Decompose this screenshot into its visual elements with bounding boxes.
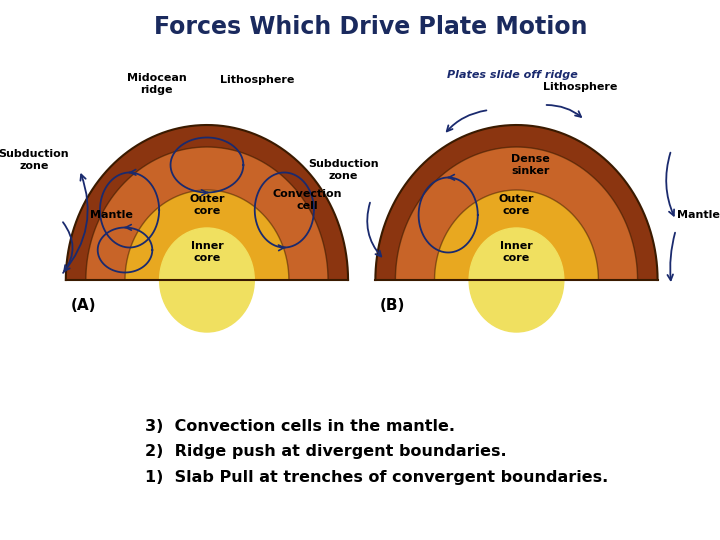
- Text: Outer
core: Outer core: [499, 194, 534, 216]
- Text: 2)  Ridge push at divergent boundaries.: 2) Ridge push at divergent boundaries.: [145, 444, 506, 460]
- Text: (B): (B): [380, 298, 405, 313]
- Circle shape: [160, 228, 254, 332]
- Text: Forces Which Drive Plate Motion: Forces Which Drive Plate Motion: [154, 15, 588, 39]
- Polygon shape: [125, 190, 289, 280]
- Text: Plates slide off ridge: Plates slide off ridge: [446, 70, 577, 80]
- Text: 3)  Convection cells in the mantle.: 3) Convection cells in the mantle.: [145, 418, 454, 434]
- Circle shape: [469, 228, 564, 332]
- Polygon shape: [375, 125, 657, 280]
- Text: Dense
sinker: Dense sinker: [510, 154, 549, 176]
- Text: Inner
core: Inner core: [500, 241, 533, 263]
- Text: Subduction
zone: Subduction zone: [308, 159, 379, 181]
- Text: Mantle: Mantle: [677, 210, 720, 220]
- Polygon shape: [86, 147, 328, 280]
- Text: Lithosphere: Lithosphere: [543, 82, 617, 92]
- Text: Mantle: Mantle: [90, 210, 132, 220]
- Text: Midocean
ridge: Midocean ridge: [127, 73, 186, 95]
- Text: Subduction
zone: Subduction zone: [0, 149, 69, 171]
- Polygon shape: [395, 147, 638, 280]
- Text: Convection
cell: Convection cell: [272, 189, 342, 211]
- Text: (A): (A): [71, 298, 96, 313]
- Polygon shape: [435, 190, 598, 280]
- Text: 1)  Slab Pull at trenches of convergent boundaries.: 1) Slab Pull at trenches of convergent b…: [145, 470, 608, 485]
- Text: Inner
core: Inner core: [191, 241, 223, 263]
- Polygon shape: [66, 125, 348, 280]
- Text: Outer
core: Outer core: [189, 194, 225, 216]
- Text: Lithosphere: Lithosphere: [220, 75, 294, 85]
